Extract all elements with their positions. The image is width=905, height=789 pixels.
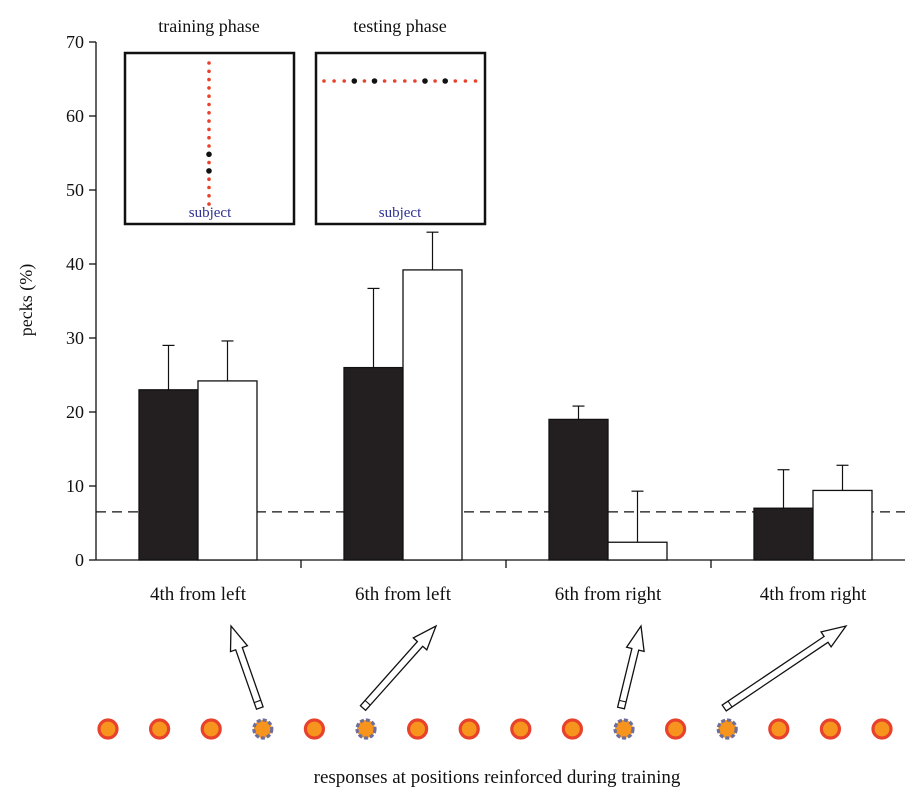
position-marker (664, 718, 687, 740)
series-a-bar (548, 418, 609, 561)
position-arrow-tail (364, 699, 371, 706)
position-arrow (359, 624, 438, 712)
inset-training-dots (206, 61, 212, 206)
inset-dot (453, 79, 458, 83)
y-tick-label: 20 (66, 402, 84, 422)
series-a-bar (753, 507, 814, 561)
y-tick-label: 40 (66, 254, 84, 274)
y-axis-label: pecks (%) (16, 264, 37, 336)
inset-dot (342, 79, 347, 83)
series-b-bar (197, 380, 258, 561)
inset-dot (332, 79, 336, 83)
y-tick-label: 50 (66, 180, 84, 200)
inset-dot (322, 79, 326, 83)
category-label: 4th from left (150, 584, 247, 605)
series-a-bar (343, 366, 404, 561)
inset-dot (207, 135, 211, 140)
inset-dot (207, 119, 211, 123)
position-arrows (229, 624, 848, 712)
inset-dot (207, 185, 211, 190)
y-tick-label: 70 (66, 32, 84, 52)
inset-dot (207, 111, 211, 115)
inset-dot (362, 79, 367, 83)
position-marker (561, 718, 584, 740)
inset-dot (207, 194, 211, 198)
inset-dot (463, 79, 468, 83)
position-arrow (229, 624, 264, 711)
inset-training-phase: training phase subject (123, 16, 296, 226)
x-ticks (300, 560, 712, 568)
position-arrow-tail (254, 699, 261, 704)
position-marker (510, 718, 532, 740)
inset-dot (207, 102, 211, 107)
position-marker (149, 718, 171, 740)
y-tick-label: 30 (66, 328, 84, 348)
inset-dot (207, 177, 211, 181)
marked-position-marker (613, 718, 635, 740)
category-labels: 4th from left 6th from left 6th from right… (150, 584, 867, 605)
series-b-bar (812, 489, 873, 561)
inset-dot (382, 79, 387, 83)
inset-testing-caption: subject (379, 205, 422, 221)
position-arrow (616, 624, 645, 710)
position-marker (97, 718, 119, 740)
y-tick-label: 60 (66, 106, 84, 126)
category-label: 6th from left (355, 584, 452, 605)
inset-dot (371, 78, 378, 84)
position-arrow-tail (619, 699, 627, 703)
marked-position-marker (355, 718, 377, 740)
inset-testing-frame (314, 51, 487, 226)
bars (138, 269, 873, 561)
inset-dot (422, 78, 428, 84)
inset-training-caption: subject (189, 205, 232, 221)
position-marker (303, 718, 325, 740)
position-markers (97, 718, 893, 740)
inset-testing-dots (322, 78, 478, 84)
inset-dot (433, 79, 437, 83)
inset-training-title: training phase (158, 16, 259, 36)
position-marker (458, 718, 480, 740)
inset-dot (442, 78, 449, 84)
series-b-bar (402, 269, 463, 561)
position-marker (200, 718, 222, 740)
inset-dot (207, 86, 211, 90)
inset-dot (473, 79, 478, 83)
y-tick-label: 10 (66, 476, 84, 496)
inset-dot (207, 144, 211, 148)
inset-dot (207, 160, 211, 165)
series-b-bar (607, 541, 668, 561)
inset-dot (207, 77, 211, 82)
inset-dot (351, 78, 358, 84)
inset-dot (413, 79, 417, 83)
error-bars (162, 231, 849, 543)
inset-dot (392, 79, 397, 83)
inset-dot (207, 69, 211, 74)
marked-position-marker (252, 718, 274, 740)
inset-dot (207, 61, 211, 65)
position-arrow (721, 624, 848, 712)
y-tick-label: 0 (75, 550, 84, 570)
inset-dot (403, 79, 407, 83)
x-axis-label: responses at positions reinforced during… (314, 767, 681, 788)
category-label: 6th from right (555, 584, 662, 605)
position-marker (768, 718, 790, 740)
marked-position-marker (716, 718, 738, 740)
inset-testing-title: testing phase (353, 16, 446, 36)
position-marker (407, 718, 429, 740)
inset-dot (207, 94, 211, 98)
series-a-bar (138, 389, 199, 561)
position-arrow-tail (727, 700, 733, 708)
category-label: 4th from right (760, 584, 867, 605)
inset-dot (206, 151, 212, 158)
inset-dot (207, 127, 211, 132)
inset-dot (207, 202, 211, 206)
position-marker (871, 718, 893, 740)
inset-testing-phase: testing phase subject (314, 16, 487, 226)
inset-dot (206, 168, 212, 174)
position-marker (819, 718, 842, 740)
y-ticks: 0 10 20 30 40 50 60 70 (66, 32, 96, 570)
